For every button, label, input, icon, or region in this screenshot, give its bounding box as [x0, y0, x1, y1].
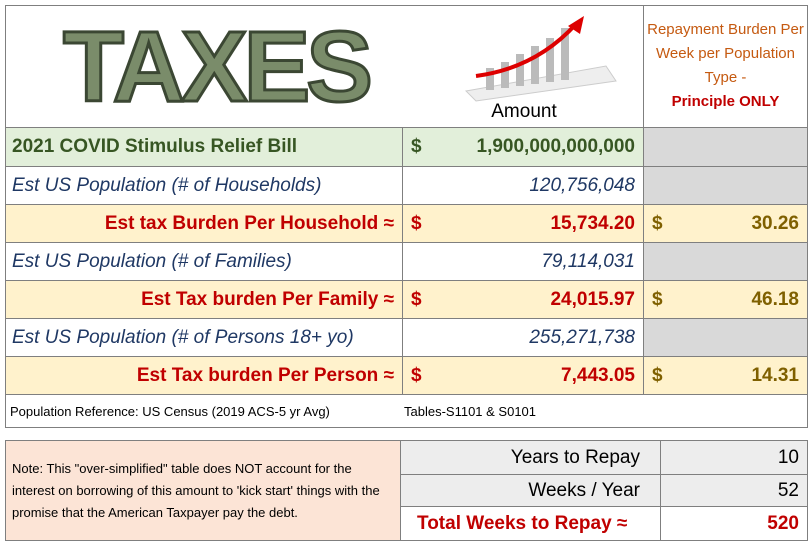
repay-label: Years to Repay [400, 440, 661, 475]
reference: Population Reference: US Census (2019 AC… [10, 403, 330, 419]
amount: 7,443.05 [561, 364, 635, 386]
per-week-cell [643, 318, 808, 357]
amount-cell: $24,015.97 [402, 280, 644, 319]
per-week: 46.18 [751, 288, 799, 310]
amount: 255,271,738 [529, 326, 635, 348]
burden-emphasis: Principle ONLY [671, 93, 780, 110]
repay-value: 520 [660, 506, 808, 541]
amount-label: Amount [491, 101, 557, 122]
reference-tables: Tables-S1101 & S0101 [404, 403, 537, 419]
repay-label: Weeks / Year [400, 474, 661, 507]
row-label: 2021 COVID Stimulus Relief Bill [5, 127, 403, 167]
amount-cell: 255,271,738 [402, 318, 644, 357]
per-week-cell [643, 166, 808, 205]
repay-value: 52 [660, 474, 808, 507]
currency: $ [652, 212, 663, 234]
row-label: Est US Population (# of Households) [5, 166, 403, 205]
burden-title: Repayment Burden Per Week per Population… [647, 21, 804, 86]
amount: 24,015.97 [550, 288, 635, 310]
amount-cell: $15,734.20 [402, 204, 644, 243]
amount-cell: 120,756,048 [402, 166, 644, 205]
amount-cell: $7,443.05 [402, 356, 644, 395]
amount: 79,114,031 [541, 250, 635, 272]
header-art: TAXES Amount [62, 10, 617, 125]
row-label: Est US Population (# of Families) [5, 242, 403, 281]
per-week-cell: $14.31 [643, 356, 808, 395]
currency: $ [411, 212, 422, 234]
per-week-cell: $30.26 [643, 204, 808, 243]
per-week: 14.31 [751, 364, 799, 386]
row-label: Est US Population (# of Persons 18+ yo) [5, 318, 403, 357]
currency: $ [652, 364, 663, 386]
per-week-cell [643, 127, 808, 167]
note: Note: This "over-simplified" table does … [5, 440, 401, 541]
per-week: 30.26 [751, 212, 799, 234]
row-label: Est Tax burden Per Person ≈ [5, 356, 403, 395]
per-week-cell [643, 242, 808, 281]
taxes-art: TAXES [63, 11, 369, 123]
amount: 120,756,048 [529, 174, 635, 196]
header-image: TAXES Amount [5, 5, 644, 128]
repay-label: Total Weeks to Repay ≈ [400, 506, 661, 541]
growth-chart [464, 16, 617, 102]
currency: $ [411, 136, 422, 157]
amount: 15,734.20 [550, 212, 635, 234]
currency: $ [652, 288, 663, 310]
currency: $ [411, 288, 422, 310]
reference-row: Population Reference: US Census (2019 AC… [5, 394, 808, 428]
amount: 1,900,000,000,000 [476, 136, 636, 157]
amount-cell: 79,114,031 [402, 242, 644, 281]
amount-cell: $1,900,000,000,000 [402, 127, 644, 167]
per-week-cell: $46.18 [643, 280, 808, 319]
currency: $ [411, 364, 422, 386]
burden-header: Repayment Burden Per Week per Population… [643, 5, 808, 128]
row-label: Est tax Burden Per Household ≈ [5, 204, 403, 243]
row-label: Est Tax burden Per Family ≈ [5, 280, 403, 319]
repay-value: 10 [660, 440, 808, 475]
